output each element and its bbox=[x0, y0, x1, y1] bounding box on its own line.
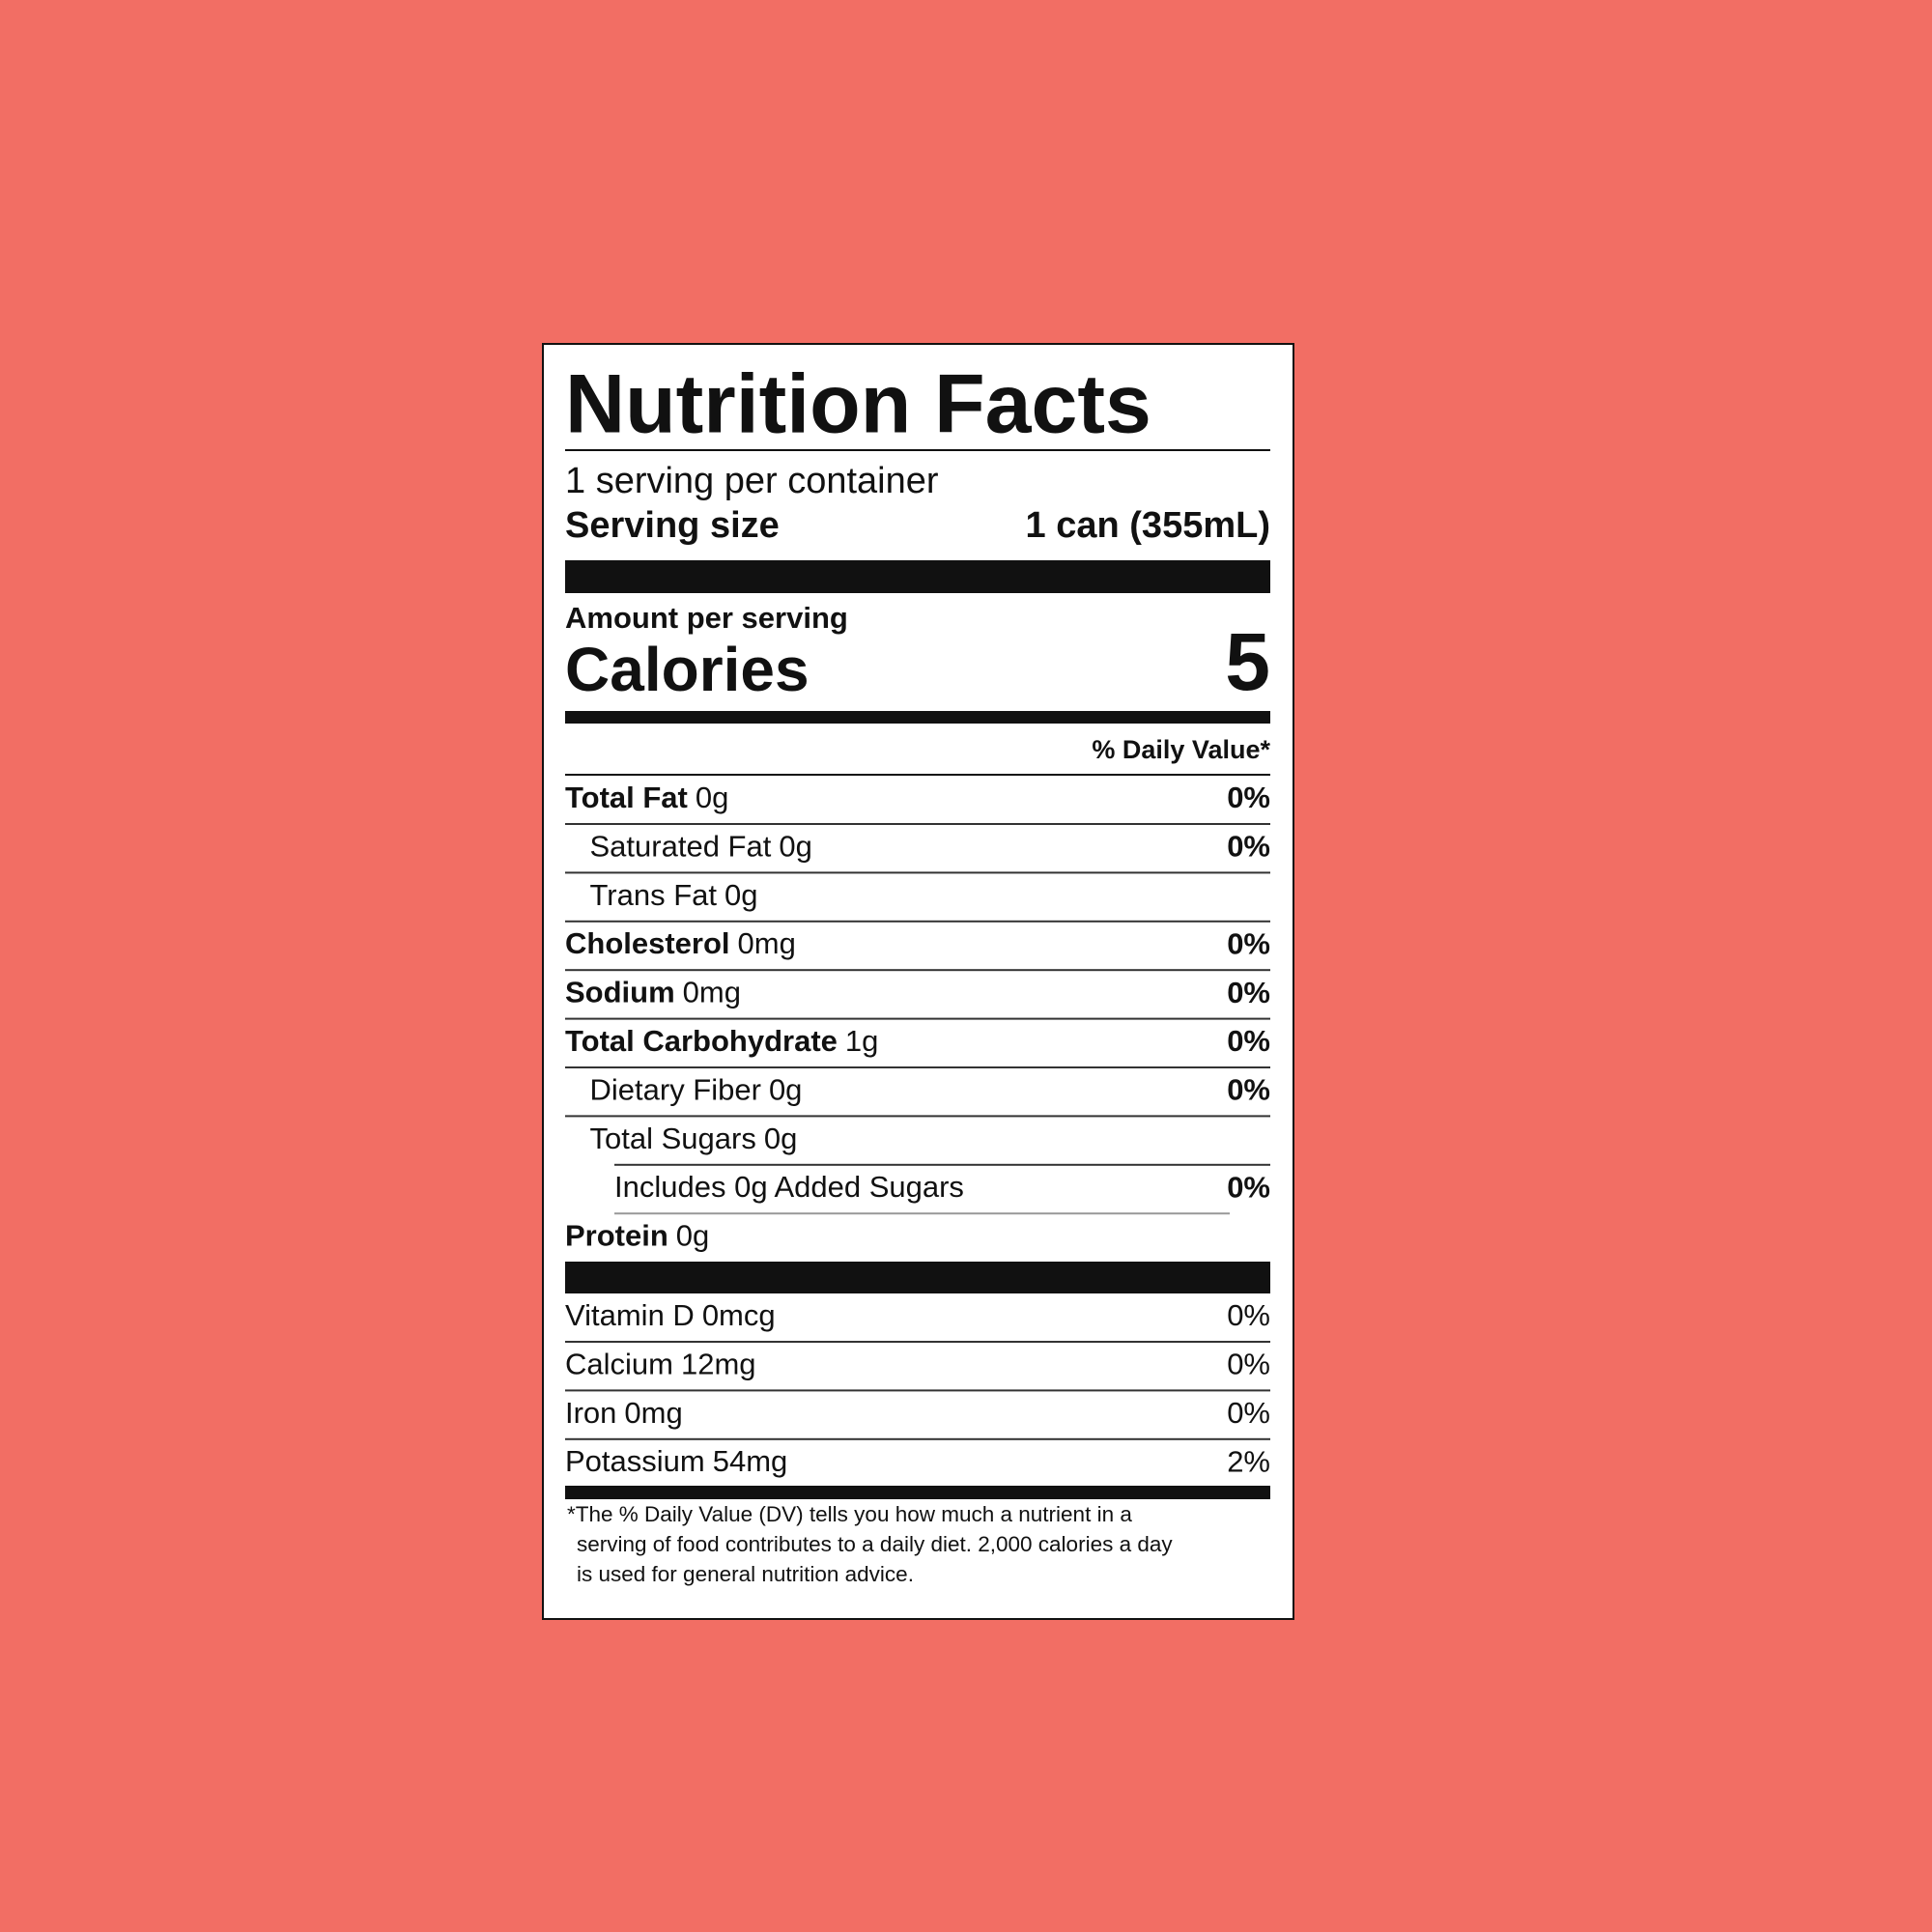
vitamin-amount: 0mg bbox=[624, 1396, 682, 1430]
nutrient-name: Total Sugars bbox=[590, 1122, 756, 1155]
rule bbox=[565, 823, 1270, 825]
calories-label: Calories bbox=[565, 635, 810, 704]
rule bbox=[565, 1341, 1270, 1343]
serving-size: 1 can (355mL) bbox=[1026, 505, 1270, 546]
nutrient-amount: 0mg bbox=[683, 976, 741, 1009]
label-title: Nutrition Facts bbox=[565, 358, 1151, 451]
vitamin-row: Iron 0mg bbox=[565, 1396, 683, 1430]
nutrient-dv: 0% bbox=[1227, 1170, 1270, 1204]
vitamin-name: Vitamin D bbox=[565, 1298, 695, 1332]
vitamin-row: Calcium 12mg bbox=[565, 1348, 756, 1381]
rule bbox=[565, 1389, 1270, 1392]
rule bbox=[565, 449, 1270, 451]
nutrient-dv: 0% bbox=[1227, 1073, 1270, 1107]
nutrient-rows: Total Fat 0g 0%Saturated Fat 0g 0%Trans Fat 0… bbox=[565, 781, 1270, 1478]
vitamin-dv: 0% bbox=[1227, 1348, 1270, 1381]
serving-size-label: Serving size bbox=[565, 505, 780, 546]
nutrient-name: Total Carbohydrate bbox=[565, 1024, 838, 1058]
nutrient-amount: 0g bbox=[769, 1073, 802, 1107]
nutrient-amount: 0g bbox=[764, 1122, 797, 1155]
nutrient-dv: 0% bbox=[1227, 781, 1270, 814]
nutrient-name: Protein bbox=[565, 1219, 668, 1253]
nutrient-row: Dietary Fiber 0g bbox=[590, 1073, 803, 1107]
vitamin-name: Calcium bbox=[565, 1348, 673, 1381]
nutrient-dv: 0% bbox=[1227, 926, 1270, 960]
rule bbox=[565, 774, 1270, 776]
nutrient-name: Total Fat bbox=[565, 781, 688, 814]
nutrient-dv: 0% bbox=[1227, 1024, 1270, 1058]
nutrient-name: Cholesterol bbox=[565, 926, 730, 960]
nutrient-row: Sodium 0mg bbox=[565, 976, 741, 1009]
nutrient-amount: 0g bbox=[676, 1219, 709, 1253]
nutrient-name: Includes 0g Added Sugars bbox=[614, 1170, 964, 1204]
nutrient-name: Saturated Fat bbox=[590, 830, 772, 864]
thick-bar bbox=[565, 560, 1270, 593]
rule bbox=[565, 1437, 1270, 1440]
footnote-line: is used for general nutrition advice. bbox=[577, 1562, 914, 1586]
nutrient-name: Sodium bbox=[565, 976, 675, 1009]
daily-value-header: % Daily Value* bbox=[1092, 735, 1270, 764]
nutrient-row: Cholesterol 0mg bbox=[565, 926, 796, 960]
nutrient-name: Dietary Fiber bbox=[590, 1073, 761, 1107]
nutrient-name: Trans Fat bbox=[590, 878, 718, 912]
nutrient-row: Total Fat 0g bbox=[565, 781, 728, 814]
vitamin-dv: 0% bbox=[1227, 1298, 1270, 1332]
thick-bar bbox=[565, 1262, 1270, 1293]
nutrient-row: Protein 0g bbox=[565, 1219, 709, 1253]
nutrient-row: Trans Fat 0g bbox=[590, 878, 758, 912]
vitamin-amount: 12mg bbox=[681, 1348, 756, 1381]
rule bbox=[614, 1212, 1230, 1215]
footnote-line: *The % Daily Value (DV) tells you how mu… bbox=[567, 1502, 1132, 1526]
footnote: *The % Daily Value (DV) tells you how mu… bbox=[567, 1502, 1173, 1586]
rule bbox=[565, 871, 1270, 874]
nutrient-row: Includes 0g Added Sugars bbox=[614, 1170, 964, 1204]
vitamin-amount: 0mcg bbox=[702, 1298, 776, 1332]
amount-per-serving: Amount per serving bbox=[565, 601, 848, 635]
vitamin-name: Iron bbox=[565, 1396, 616, 1430]
rule bbox=[565, 1017, 1270, 1020]
nutrient-row: Saturated Fat 0g bbox=[590, 830, 812, 864]
vitamin-amount: 54mg bbox=[713, 1444, 788, 1478]
nutrient-amount: 0g bbox=[724, 878, 757, 912]
nutrient-dv: 0% bbox=[1227, 830, 1270, 864]
servings: 1 serving per container bbox=[565, 461, 939, 501]
vitamin-row: Potassium 54mg bbox=[565, 1444, 787, 1478]
nutrient-amount: 1g bbox=[845, 1024, 878, 1058]
vitamin-dv: 2% bbox=[1227, 1444, 1270, 1478]
rule bbox=[565, 969, 1270, 972]
vitamin-dv: 0% bbox=[1227, 1396, 1270, 1430]
nutrient-row: Total Carbohydrate 1g bbox=[565, 1024, 878, 1058]
rule bbox=[565, 1115, 1270, 1118]
rule bbox=[565, 1066, 1270, 1068]
label-panel bbox=[542, 343, 1294, 1620]
rule bbox=[614, 1163, 1270, 1166]
footnote-line: serving of food contributes to a daily d… bbox=[577, 1532, 1173, 1556]
nutrient-amount: 0mg bbox=[738, 926, 796, 960]
nutrient-dv: 0% bbox=[1227, 976, 1270, 1009]
medium-bar bbox=[565, 711, 1270, 724]
nutrient-amount: 0g bbox=[779, 830, 811, 864]
vitamin-row: Vitamin D 0mcg bbox=[565, 1298, 776, 1332]
medium-bar bbox=[565, 1486, 1270, 1499]
calories-value: 5 bbox=[1225, 616, 1270, 707]
nutrient-row: Total Sugars 0g bbox=[590, 1122, 798, 1155]
nutrient-amount: 0g bbox=[696, 781, 728, 814]
rule bbox=[565, 920, 1270, 923]
vitamin-name: Potassium bbox=[565, 1444, 705, 1478]
